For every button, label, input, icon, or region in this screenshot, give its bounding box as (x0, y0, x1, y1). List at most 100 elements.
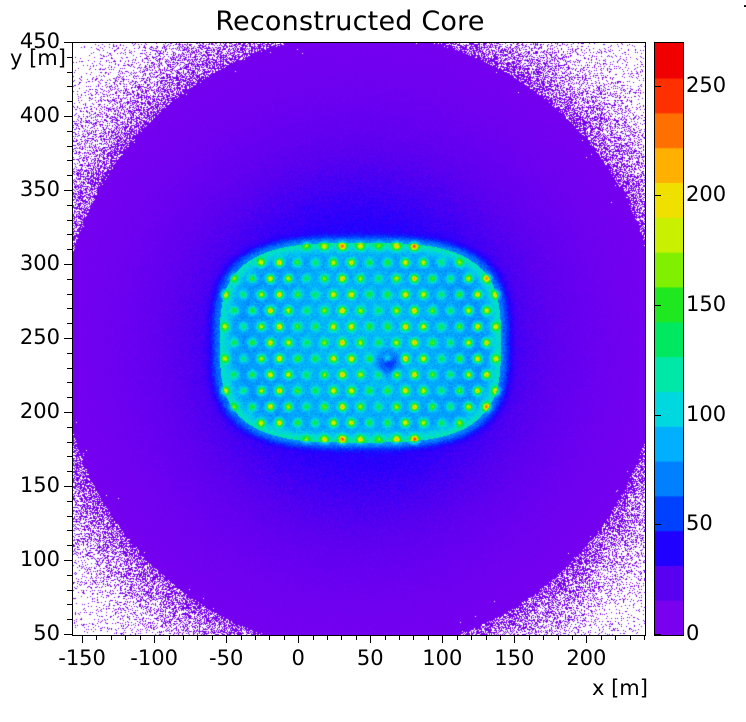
y-tick (64, 42, 72, 43)
x-minor-tick (384, 635, 386, 640)
colorbar (654, 42, 684, 636)
y-minor-tick (67, 234, 72, 236)
colorbar-tick (654, 524, 661, 526)
colorbar-gradient (655, 43, 683, 635)
x-tick (370, 635, 372, 643)
y-minor-tick (67, 293, 72, 295)
colorbar-tick-label: 250 (686, 72, 727, 97)
x-minor-tick (355, 635, 357, 640)
y-minor-tick (67, 530, 72, 532)
x-minor-tick (254, 635, 256, 640)
x-minor-tick (543, 635, 545, 640)
x-minor-tick (629, 635, 631, 640)
x-minor-tick (528, 635, 530, 640)
x-minor-tick (427, 635, 429, 640)
y-minor-tick (67, 471, 72, 473)
y-axis-title: y [m] (10, 46, 66, 70)
x-tick (226, 635, 228, 643)
x-minor-tick (327, 635, 329, 640)
x-minor-tick (312, 635, 314, 640)
x-tick (442, 635, 444, 643)
colorbar-title: count (740, 0, 746, 60)
x-minor-tick (485, 635, 487, 640)
y-minor-tick (67, 86, 72, 88)
colorbar-tick (654, 634, 661, 635)
y-tick-label: 150 (19, 473, 60, 497)
x-minor-tick (471, 635, 473, 640)
x-minor-tick (125, 635, 127, 640)
y-minor-tick (67, 204, 72, 206)
x-minor-tick (283, 635, 285, 640)
x-minor-tick (456, 635, 458, 640)
y-minor-tick (67, 71, 72, 73)
x-tick (586, 635, 588, 643)
y-tick (64, 338, 72, 339)
x-minor-tick (571, 635, 573, 640)
colorbar-tick (654, 414, 661, 416)
chart-title: Reconstructed Core (215, 6, 485, 37)
x-tick-label: -100 (130, 646, 178, 670)
x-tick (514, 635, 516, 643)
x-minor-tick (197, 635, 199, 640)
y-tick (64, 634, 72, 635)
y-tick-label: 450 (19, 29, 60, 53)
heatmap-canvas (73, 43, 645, 635)
y-minor-tick (67, 160, 72, 162)
x-minor-tick (139, 635, 141, 640)
y-minor-tick (67, 175, 72, 177)
y-minor-tick (67, 130, 72, 132)
y-minor-tick (67, 397, 72, 399)
y-minor-tick (67, 308, 72, 310)
colorbar-tick (654, 195, 661, 197)
y-tick-label: 250 (19, 325, 60, 349)
colorbar-tick-label: 150 (686, 292, 727, 317)
y-minor-tick (67, 352, 72, 354)
y-minor-tick (67, 101, 72, 103)
x-minor-tick (413, 635, 415, 640)
y-minor-tick (67, 604, 72, 606)
x-tick-label: 50 (356, 646, 384, 670)
y-tick (64, 190, 72, 191)
y-minor-tick (67, 219, 72, 221)
x-minor-tick (644, 635, 645, 640)
x-tick (154, 635, 156, 643)
x-tick-label: -150 (58, 646, 106, 670)
y-minor-tick (67, 56, 72, 58)
colorbar-tick-label: 100 (686, 401, 727, 426)
x-tick-label: 0 (291, 646, 305, 670)
colorbar-tick-label: 200 (686, 182, 727, 207)
y-minor-tick (67, 619, 72, 621)
x-tick (298, 635, 300, 643)
x-minor-tick (499, 635, 501, 640)
y-tick (64, 264, 72, 265)
y-minor-tick (67, 367, 72, 369)
x-minor-tick (110, 635, 112, 640)
x-minor-tick (240, 635, 242, 640)
colorbar-tick (654, 305, 661, 307)
y-minor-tick (67, 382, 72, 384)
y-tick (64, 486, 72, 487)
y-minor-tick (67, 545, 72, 547)
y-minor-tick (67, 426, 72, 428)
colorbar-tick-label: 50 (686, 511, 713, 536)
x-minor-tick (600, 635, 602, 640)
y-minor-tick (67, 249, 72, 251)
x-minor-tick (557, 635, 559, 640)
colorbar-tick (654, 85, 661, 87)
colorbar-tick-label: 0 (686, 621, 700, 645)
x-axis-title: x [m] (592, 676, 648, 700)
y-tick (64, 116, 72, 117)
x-tick-label: 150 (494, 646, 535, 670)
y-minor-tick (67, 456, 72, 458)
x-minor-tick (96, 635, 98, 640)
y-minor-tick (67, 500, 72, 502)
y-tick-label: 350 (19, 177, 60, 201)
y-tick-label: 400 (19, 103, 60, 127)
y-minor-tick (67, 441, 72, 443)
x-minor-tick (168, 635, 170, 640)
y-tick-label: 300 (19, 251, 60, 275)
x-minor-tick (182, 635, 184, 640)
y-minor-tick (67, 515, 72, 517)
y-minor-tick (67, 278, 72, 280)
